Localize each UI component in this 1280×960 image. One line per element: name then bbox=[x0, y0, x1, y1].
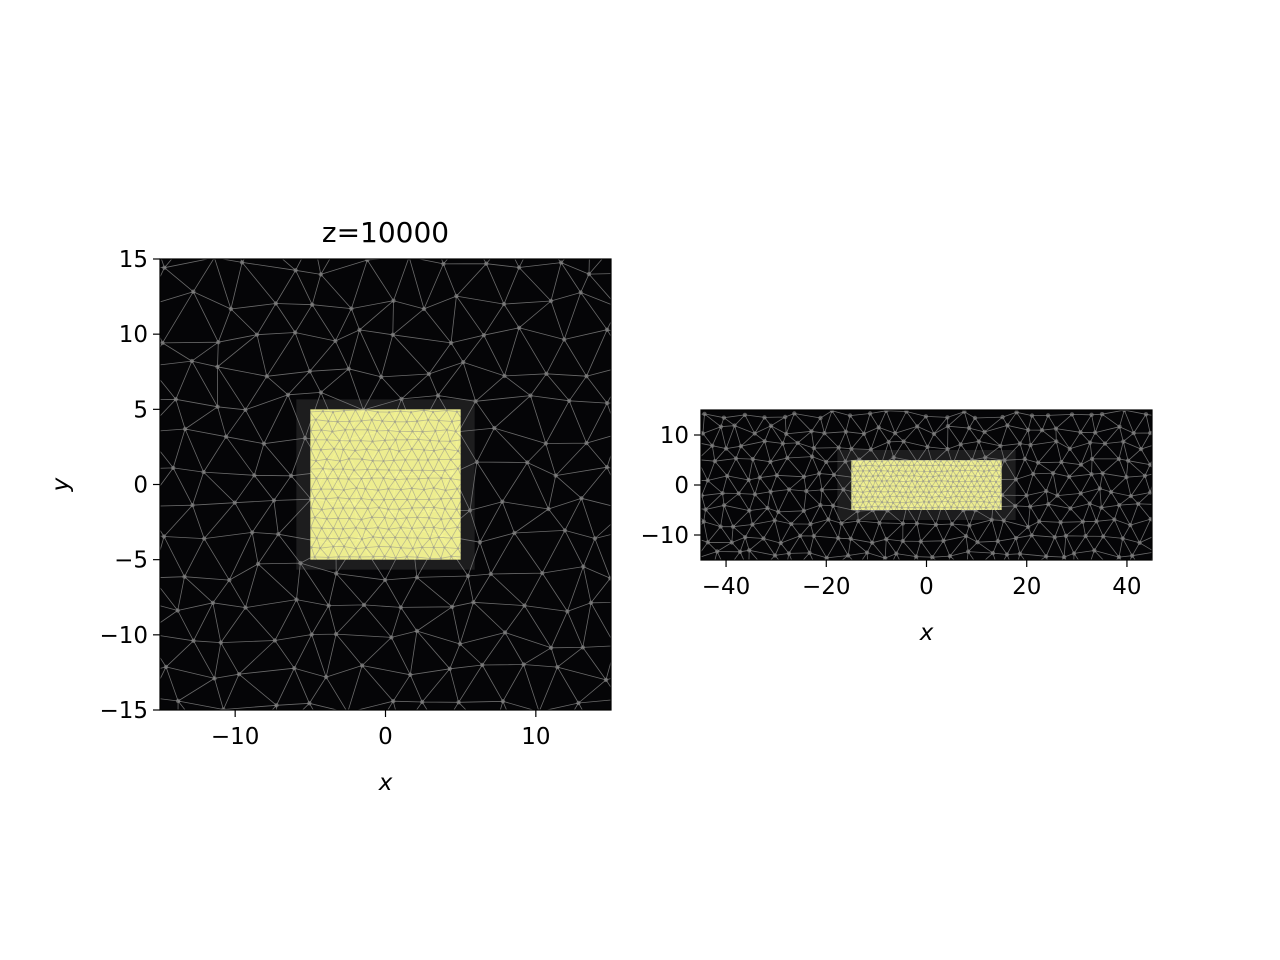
y-tick-label: 15 bbox=[119, 247, 148, 273]
x-tick-label: 0 bbox=[378, 724, 393, 750]
y-tick-label: 0 bbox=[133, 473, 148, 499]
x-tick-label: 20 bbox=[1012, 574, 1041, 600]
y-tick-label: 0 bbox=[674, 473, 689, 499]
x-axis-label: x bbox=[919, 620, 934, 646]
subplot-zslice: −10 0 10 −15 −10 −5 0 5 10 15 x y z=10000 bbox=[48, 216, 612, 796]
fine-mesh-nodes bbox=[851, 460, 1002, 509]
x-tick-label: 0 bbox=[919, 574, 934, 600]
plot-area-xslice bbox=[701, 410, 1152, 560]
y-axis-label: y bbox=[48, 477, 74, 492]
coarse-mesh-edges bbox=[160, 259, 611, 710]
fine-mesh-edges bbox=[310, 409, 461, 560]
x-tick-label: 40 bbox=[1112, 574, 1141, 600]
y-tick-label: −15 bbox=[99, 698, 148, 724]
x-tick-label: −20 bbox=[802, 574, 851, 600]
chart-title: z=10000 bbox=[322, 216, 449, 249]
fine-mesh bbox=[851, 460, 1002, 510]
y-tick-label: 10 bbox=[119, 322, 148, 348]
subplot-xslice: −40 −20 0 20 40 −10 0 10 x bbox=[640, 409, 1153, 646]
plot-area-zslice bbox=[160, 259, 611, 710]
y-tick-label: 10 bbox=[660, 423, 689, 449]
x-tick-label: 10 bbox=[521, 724, 550, 750]
fine-mesh-nodes bbox=[310, 409, 460, 560]
y-tick-label: 5 bbox=[133, 397, 148, 423]
fine-mesh-edges bbox=[851, 460, 1002, 510]
fine-mesh bbox=[310, 409, 461, 560]
y-tick-label: −5 bbox=[114, 548, 148, 574]
x-tick-label: −10 bbox=[211, 724, 260, 750]
x-tick-label: −40 bbox=[702, 574, 751, 600]
x-axis-label: x bbox=[378, 770, 393, 796]
y-tick-label: −10 bbox=[99, 623, 148, 649]
y-tick-label: −10 bbox=[640, 523, 689, 549]
